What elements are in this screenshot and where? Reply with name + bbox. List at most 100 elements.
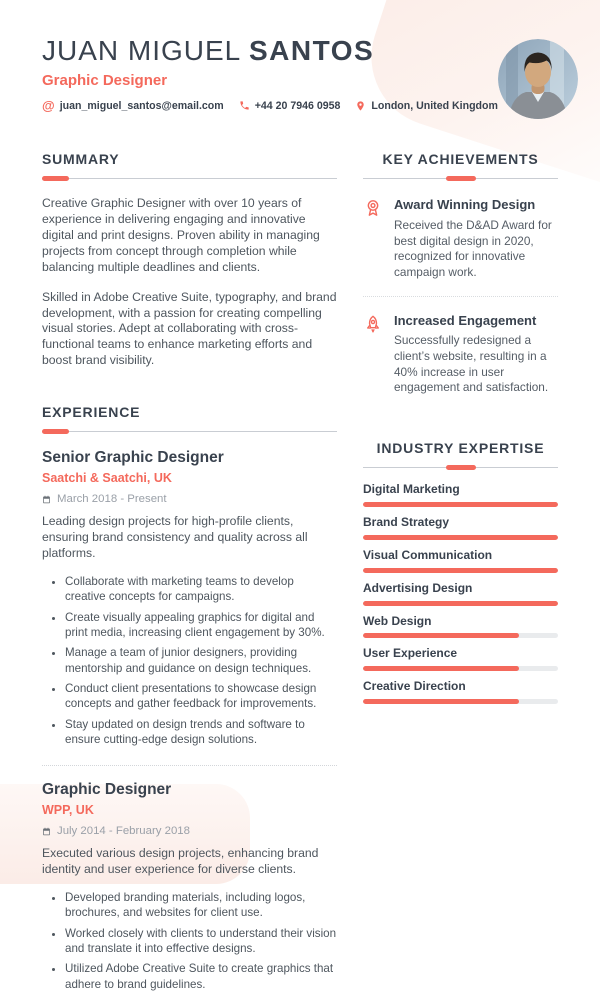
expertise-heading: INDUSTRY EXPERTISE [376, 440, 545, 457]
skill-bar-fill [363, 535, 558, 541]
contact-phone-text: +44 20 7946 0958 [254, 99, 341, 112]
achievement-item: Increased Engagement Successfully redesi… [363, 313, 558, 396]
job-title: Graphic Designer [42, 781, 172, 799]
achievement-description: Successfully redesigned a client’s websi… [394, 333, 549, 395]
skill-item: Web Design [363, 613, 558, 639]
achievement-content: Increased Engagement Successfully redesi… [394, 313, 558, 396]
skill-name: Visual Communication [363, 548, 493, 563]
page-title: JUAN MIGUEL SANTOS [42, 36, 498, 65]
skills-list: Digital Marketing Brand Strategy Visual … [363, 482, 558, 705]
contact-email-text: juan_miguel_santos@email.com [59, 99, 224, 112]
job-bullet: Manage a team of junior designers, provi… [65, 645, 337, 676]
skill-bar-fill [363, 502, 558, 508]
job-dates: July 2014 - February 2018 [57, 825, 190, 838]
job-lead: Leading design projects for high-profile… [42, 514, 308, 561]
job-bullet: Conduct client presentations to showcase… [65, 681, 337, 712]
section-divider [42, 429, 337, 435]
job-title: Senior Graphic Designer [42, 449, 224, 467]
first-name: JUAN MIGUEL [42, 35, 241, 66]
location-pin-icon [355, 100, 366, 112]
job-company: WPP, UK [42, 803, 94, 818]
rocket-icon [363, 313, 383, 396]
job-lead: Executed various design projects, enhanc… [42, 846, 319, 876]
experience-entry: Senior Graphic Designer Saatchi & Saatch… [42, 449, 337, 747]
job-divider [42, 765, 337, 767]
skill-item: Visual Communication [363, 548, 558, 573]
job-bullet: Create visually appealing graphics for d… [65, 610, 337, 641]
experience-heading: EXPERIENCE [42, 403, 141, 420]
skill-bar-track [363, 699, 558, 705]
section-divider [42, 176, 337, 182]
achievement-title: Award Winning Design [394, 197, 536, 213]
skill-name: User Experience [363, 646, 458, 661]
job-role-subtitle: Graphic Designer [42, 72, 168, 90]
skill-name: Creative Direction [363, 679, 466, 694]
skill-bar-fill [363, 600, 558, 606]
at-icon: @ [42, 98, 55, 114]
skill-bar-track [363, 666, 558, 672]
skill-bar-track [363, 633, 558, 639]
section-experience: EXPERIENCE Senior Graphic Designer Saatc… [42, 403, 337, 992]
resume-header: JUAN MIGUEL SANTOS Graphic Designer @ ju… [0, 0, 600, 119]
phone-icon [239, 100, 250, 111]
job-date-row: March 2018 - Present [42, 493, 337, 505]
skill-item: User Experience [363, 646, 558, 672]
contact-row: @ juan_miguel_santos@email.com +44 20 79… [42, 99, 498, 112]
achievement-title: Increased Engagement [394, 312, 537, 328]
summary-paragraph: Creative Graphic Designer with over 10 y… [42, 196, 320, 274]
experience-entry: Graphic Designer WPP, UK July 2014 - Feb… [42, 781, 337, 992]
skill-item: Digital Marketing [363, 482, 558, 508]
calendar-icon [42, 827, 51, 836]
section-divider [363, 465, 558, 471]
calendar-icon [42, 495, 51, 504]
job-company: Saatchi & Saatchi, UK [42, 471, 172, 486]
last-name: SANTOS [249, 35, 375, 66]
job-dates: March 2018 - Present [57, 493, 167, 506]
contact-location: London, United Kingdom [355, 100, 498, 112]
skill-item: Creative Direction [363, 679, 558, 705]
job-bullets: Developed branding materials, including … [42, 890, 337, 992]
skill-name: Digital Marketing [363, 482, 460, 497]
achievement-description: Received the D&AD Award for best digital… [394, 217, 552, 280]
header-text-block: JUAN MIGUEL SANTOS Graphic Designer @ ju… [42, 36, 498, 113]
skill-item: Brand Strategy [363, 515, 558, 541]
profile-photo-illustration [497, 39, 578, 119]
job-bullet: Stay updated on design trends and softwa… [65, 717, 337, 748]
achievement-item: Award Winning Design Received the D&AD A… [363, 197, 558, 280]
skill-bar-fill [363, 633, 519, 639]
job-bullet: Collaborate with marketing teams to deve… [65, 574, 337, 605]
contact-phone[interactable]: +44 20 7946 0958 [239, 99, 341, 112]
summary-heading: SUMMARY [42, 151, 120, 167]
skill-name: Brand Strategy [363, 515, 450, 530]
section-summary: SUMMARY Creative Graphic Designer with o… [42, 151, 337, 369]
contact-email[interactable]: @ juan_miguel_santos@email.com [42, 99, 224, 112]
skill-bar-track [363, 600, 558, 606]
skill-bar-track [363, 502, 558, 508]
section-divider [363, 176, 558, 182]
job-bullet: Developed branding materials, including … [65, 890, 337, 921]
section-industry-expertise: INDUSTRY EXPERTISE Digital Marketing Bra… [363, 440, 558, 705]
skill-bar-fill [363, 699, 519, 705]
achievements-heading: KEY ACHIEVEMENTS [382, 151, 539, 167]
achievement-divider [363, 295, 558, 297]
contact-location-text: London, United Kingdom [371, 99, 498, 112]
job-bullets: Collaborate with marketing teams to deve… [42, 574, 337, 747]
right-column: KEY ACHIEVEMENTS Award Winning Design Re… [363, 151, 558, 992]
section-key-achievements: KEY ACHIEVEMENTS Award Winning Design Re… [363, 151, 558, 396]
skill-bar-fill [363, 567, 558, 573]
achievement-content: Award Winning Design Received the D&AD A… [394, 197, 558, 280]
skill-bar-fill [363, 666, 519, 672]
medal-icon [363, 197, 383, 280]
summary-paragraph: Skilled in Adobe Creative Suite, typogra… [42, 289, 337, 368]
skill-item: Advertising Design [363, 581, 558, 606]
skill-name: Web Design [363, 613, 432, 628]
skill-bar-track [363, 567, 558, 573]
job-date-row: July 2014 - February 2018 [42, 825, 337, 837]
avatar [497, 39, 578, 119]
skill-bar-track [363, 535, 558, 541]
content-columns: SUMMARY Creative Graphic Designer with o… [0, 151, 600, 992]
job-bullet: Utilized Adobe Creative Suite to create … [65, 961, 337, 992]
left-column: SUMMARY Creative Graphic Designer with o… [42, 151, 337, 992]
job-bullet: Worked closely with clients to understan… [65, 926, 337, 957]
